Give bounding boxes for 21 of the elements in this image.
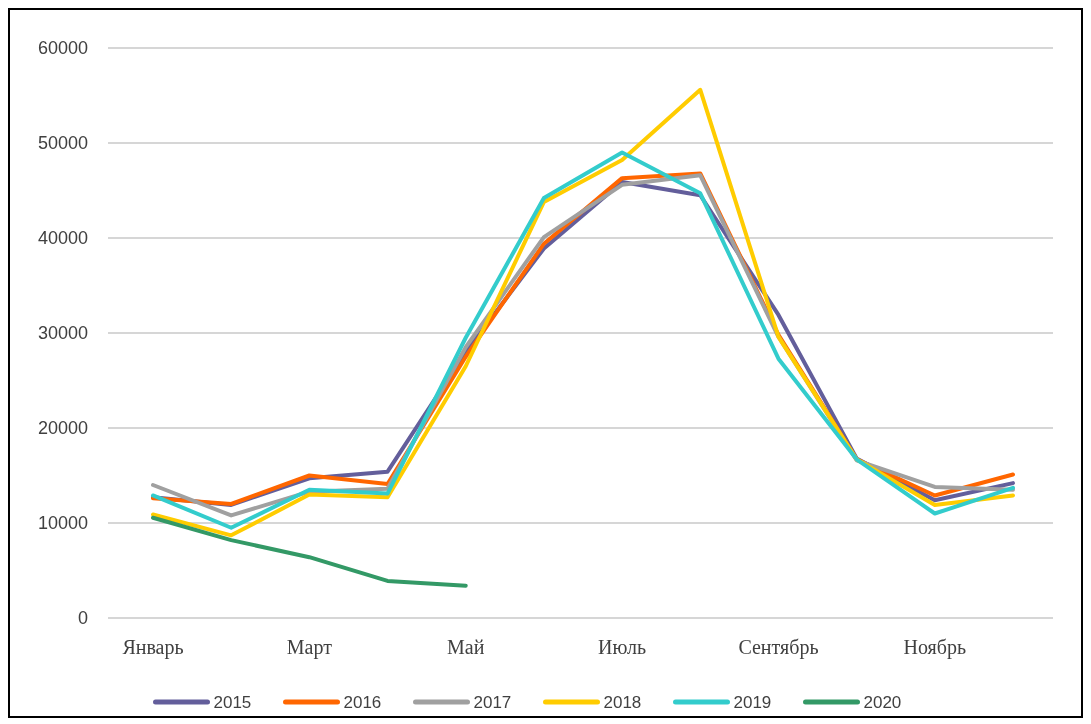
y-tick-label: 0 bbox=[77, 608, 88, 629]
y-tick-label: 20000 bbox=[37, 418, 88, 439]
legend-label: 2019 bbox=[733, 692, 772, 712]
line-series bbox=[151, 515, 468, 588]
x-tick-label: Ноябрь bbox=[903, 636, 967, 659]
x-tick-label: Июль bbox=[598, 636, 647, 658]
x-tick-label: Сентябрь bbox=[738, 636, 819, 659]
legend-label: 2020 bbox=[863, 692, 902, 712]
y-tick-label: 60000 bbox=[37, 38, 88, 59]
y-tick-label: 30000 bbox=[37, 323, 88, 344]
line-series bbox=[151, 87, 1015, 538]
x-tick-label: Январь bbox=[122, 636, 184, 659]
legend-label: 2015 bbox=[213, 692, 252, 712]
y-tick-label: 10000 bbox=[37, 513, 88, 534]
legend-label: 2018 bbox=[603, 692, 642, 712]
legend-label: 2017 bbox=[473, 692, 512, 712]
x-tick-label: Март bbox=[286, 636, 333, 659]
y-tick-label: 40000 bbox=[37, 228, 88, 249]
x-tick-label: Май bbox=[447, 636, 485, 658]
legend-label: 2016 bbox=[343, 692, 382, 712]
y-tick-label: 50000 bbox=[37, 133, 88, 154]
